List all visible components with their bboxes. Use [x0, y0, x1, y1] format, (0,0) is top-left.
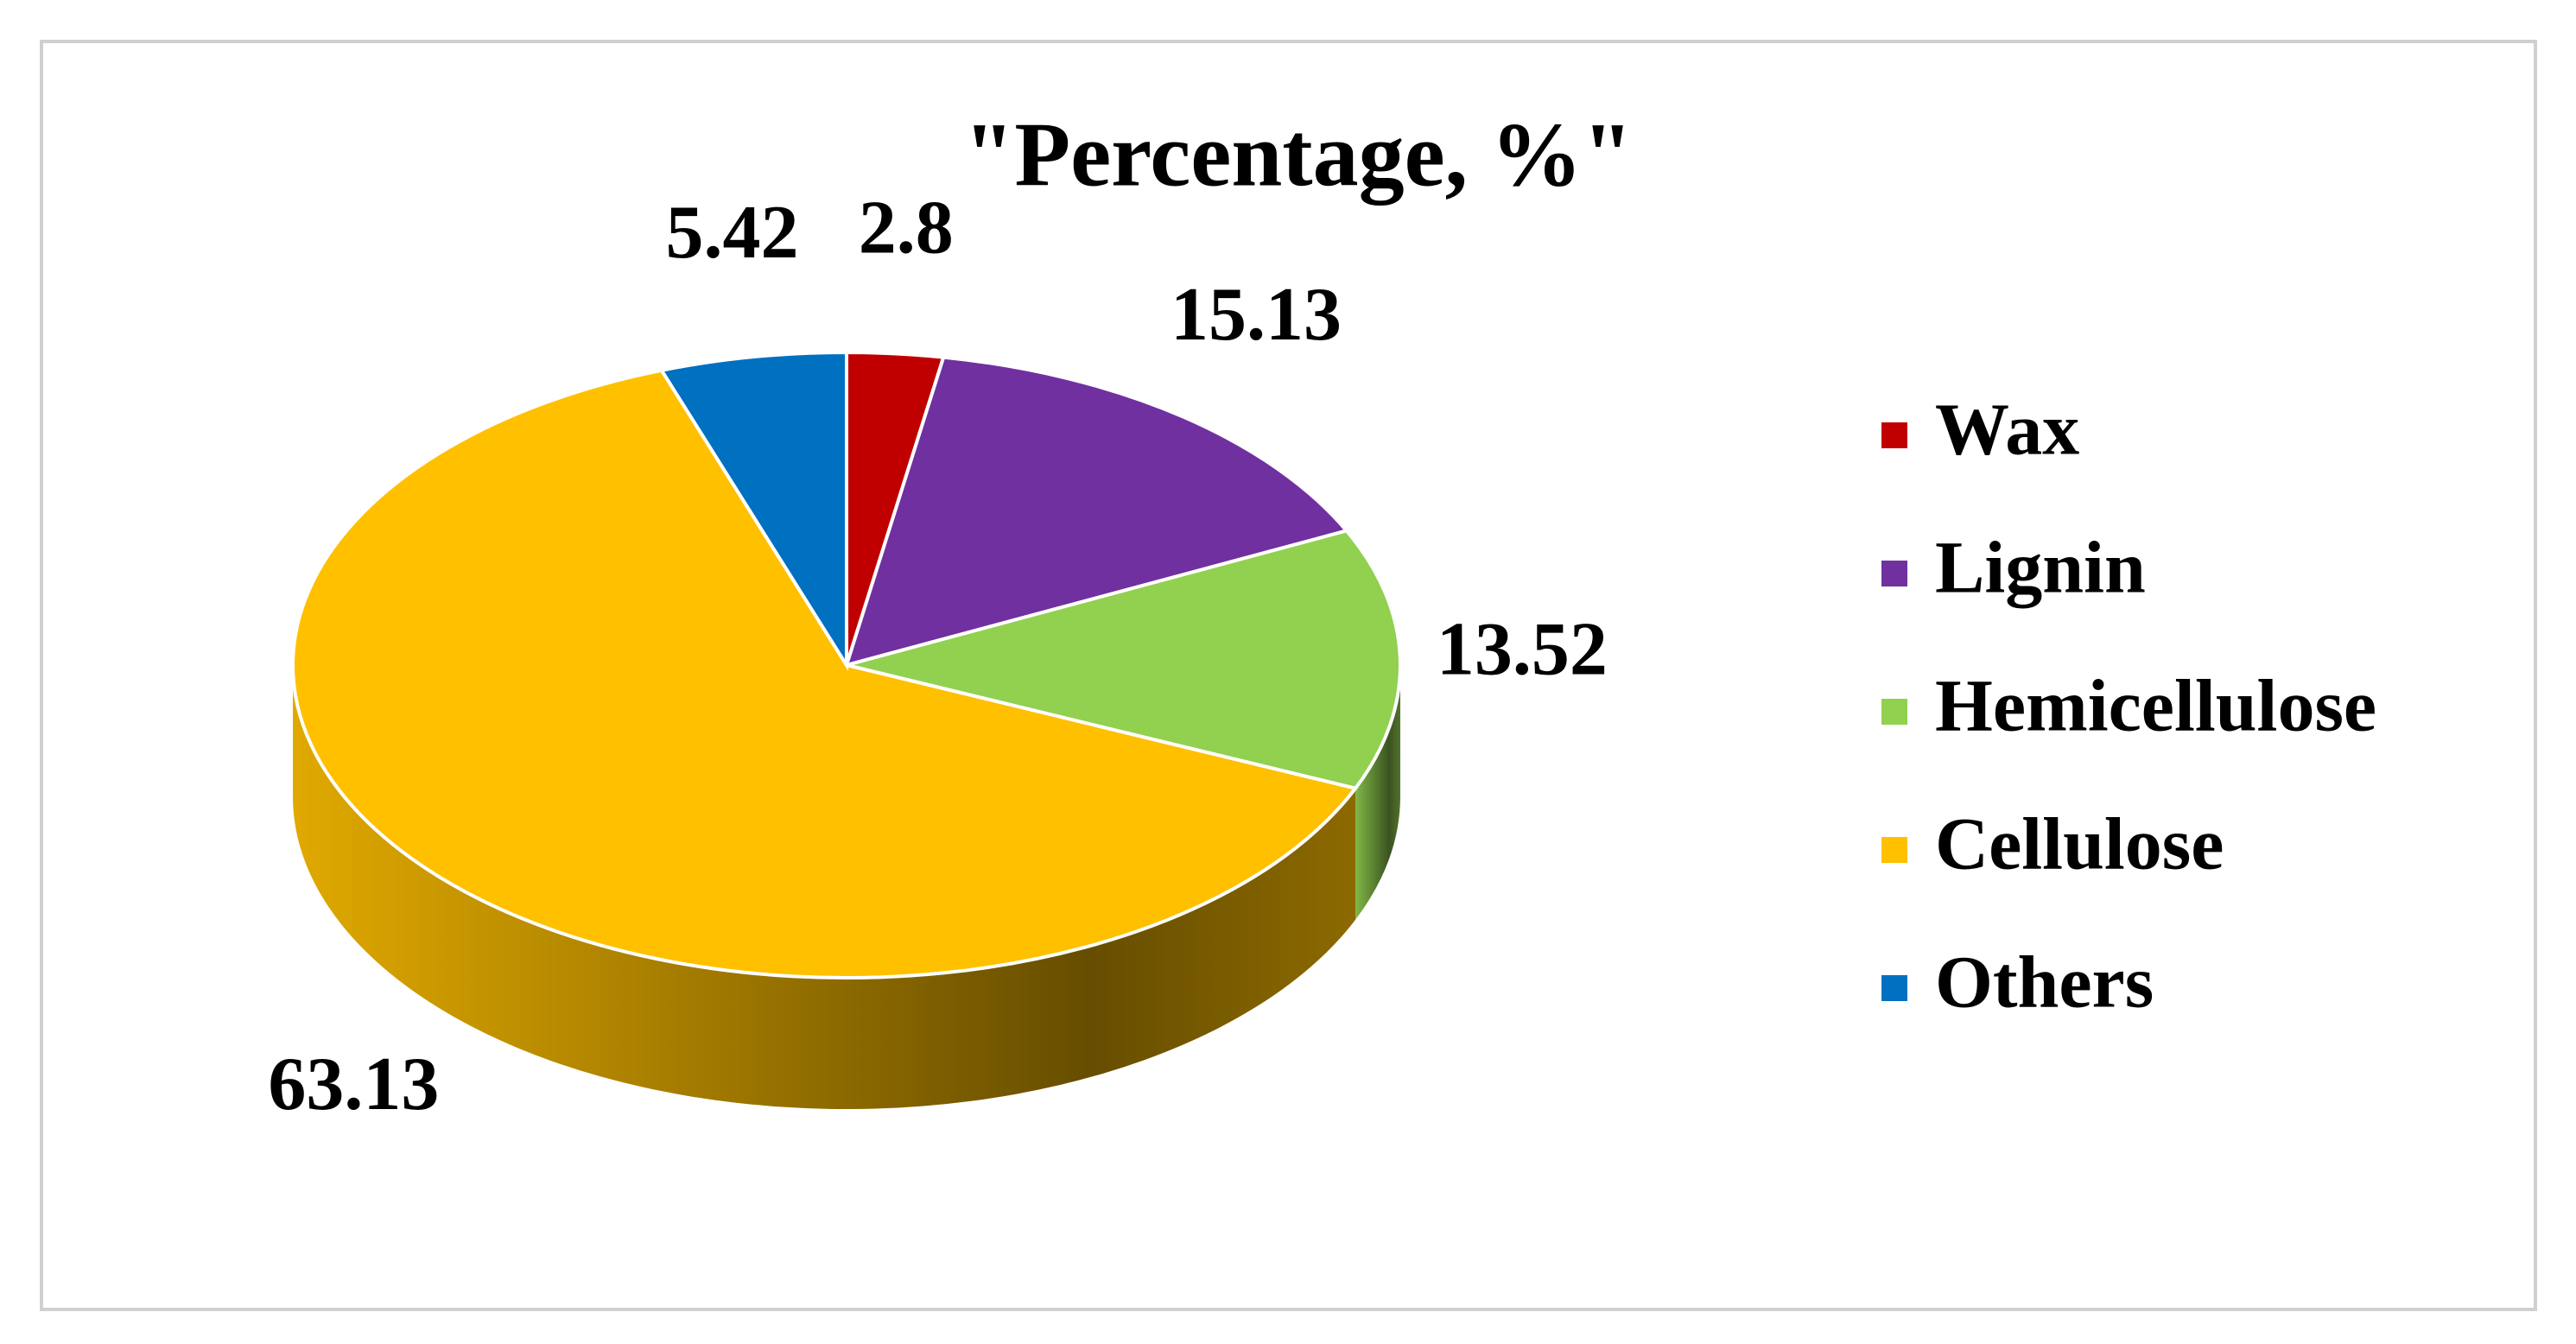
legend-swatch [1881, 837, 1907, 863]
legend-swatch [1881, 975, 1907, 1001]
pie: 2.8 15.13 13.52 63.13 5.42 [268, 187, 1607, 1126]
legend-label: Cellulose [1935, 802, 2224, 885]
legend-label: Wax [1935, 388, 2079, 471]
slice [291, 368, 1359, 979]
legend-swatch [1881, 699, 1907, 725]
slice [658, 350, 848, 671]
side-shade [293, 665, 1356, 1109]
legend: Wax Lignin Hemicellulose Cellulose Others [1881, 388, 2376, 1024]
data-label: 63.13 [268, 1043, 439, 1126]
data-label: 5.42 [665, 191, 798, 275]
legend-swatch [1881, 422, 1907, 448]
data-label: 13.52 [1437, 607, 1608, 691]
data-label: 2.8 [859, 187, 954, 270]
slice [843, 355, 1350, 668]
data-label: 15.13 [1171, 273, 1342, 357]
legend-label: Hemicellulose [1935, 664, 2376, 747]
chart-title: "Percentage, %" [963, 104, 1633, 205]
legend-label: Others [1935, 941, 2154, 1024]
legend-label: Lignin [1935, 526, 2146, 609]
legend-swatch [1881, 561, 1907, 586]
slice [846, 529, 1402, 790]
